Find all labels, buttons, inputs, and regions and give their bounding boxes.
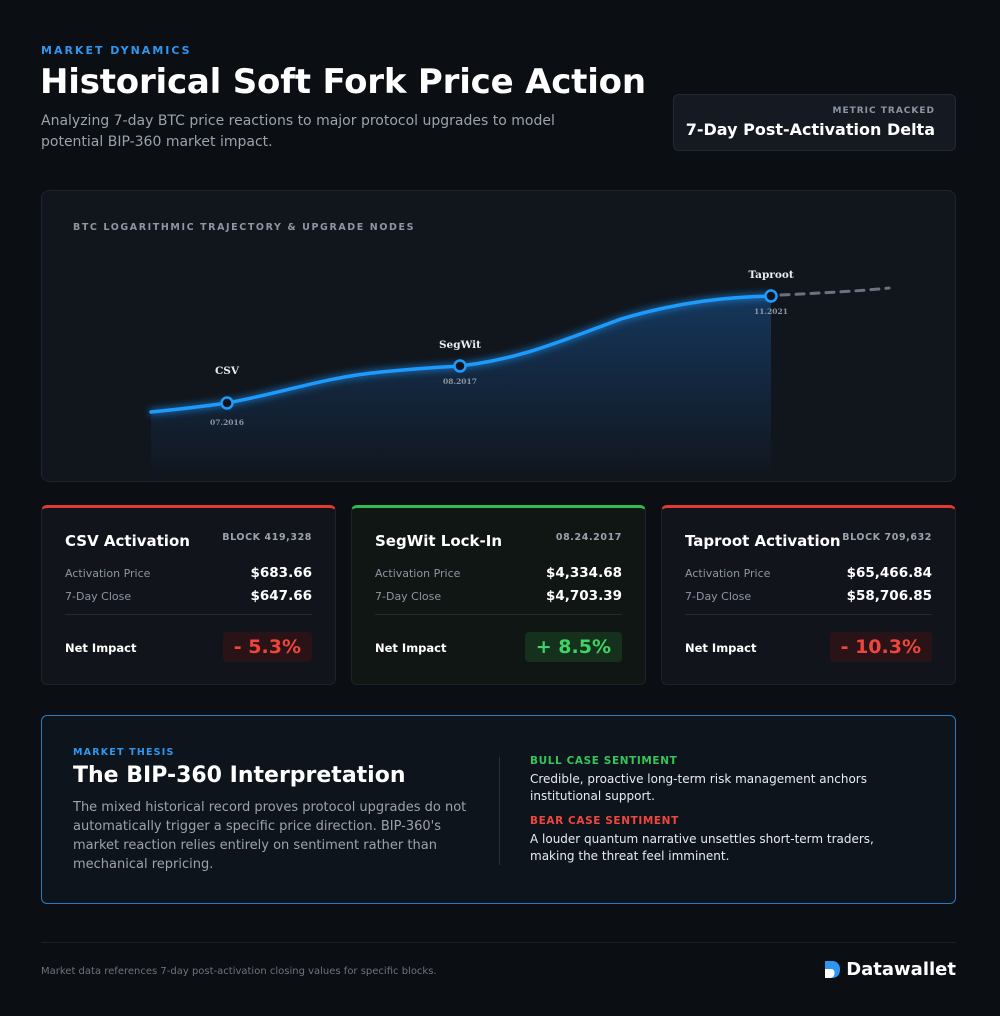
card-reference: BLOCK 709,632 <box>842 532 932 543</box>
bull-case-heading: BULL CASE SENTIMENT <box>530 755 678 767</box>
metric-value: 7-Day Post-Activation Delta <box>685 120 935 139</box>
eyebrow-label: MARKET DYNAMICS <box>41 44 192 57</box>
footer-divider <box>41 942 956 943</box>
card-taproot: Taproot Activation BLOCK 709,632 Activat… <box>661 505 956 685</box>
close-row: 7-Day Close $58,706.85 <box>685 588 932 604</box>
node-taproot-label: Taproot <box>748 269 793 281</box>
net-impact-badge: + 8.5% <box>524 632 622 662</box>
activation-label: Activation Price <box>685 567 771 580</box>
thesis-eyebrow: MARKET THESIS <box>73 747 175 758</box>
card-divider <box>65 614 312 615</box>
net-impact-badge: - 10.3% <box>829 632 932 662</box>
card-title: CSV Activation <box>65 532 190 550</box>
card-divider <box>375 614 622 615</box>
trajectory-area <box>151 296 771 481</box>
card-reference: BLOCK 419,328 <box>222 532 312 543</box>
close-price: $4,703.39 <box>545 588 622 604</box>
close-price: $647.66 <box>250 588 313 604</box>
card-title: Taproot Activation <box>685 532 841 550</box>
net-impact-badge: - 5.3% <box>222 632 312 662</box>
page-title: Historical Soft Fork Price Action <box>40 62 646 102</box>
close-row: 7-Day Close $647.66 <box>65 588 312 604</box>
activation-label: Activation Price <box>375 567 461 580</box>
close-row: 7-Day Close $4,703.39 <box>375 588 622 604</box>
net-impact-label: Net Impact <box>65 641 137 655</box>
card-csv: CSV Activation BLOCK 419,328 Activation … <box>41 505 336 685</box>
activation-row: Activation Price $65,466.84 <box>685 565 932 581</box>
activation-price: $4,334.68 <box>545 565 622 581</box>
trajectory-chart: CSV 07.2016 SegWit 08.2017 Taproot 11.20… <box>149 269 891 481</box>
card-title: SegWit Lock-In <box>375 532 503 550</box>
close-price: $58,706.85 <box>846 588 932 604</box>
node-taproot-date: 11.2021 <box>754 307 788 316</box>
node-csv-marker[interactable] <box>220 396 234 410</box>
card-segwit: SegWit Lock-In 08.24.2017 Activation Pri… <box>351 505 646 685</box>
close-label: 7-Day Close <box>685 590 752 603</box>
activation-row: Activation Price $4,334.68 <box>375 565 622 581</box>
thesis-title: The BIP-360 Interpretation <box>73 763 406 788</box>
market-thesis-panel: MARKET THESIS The BIP-360 Interpretation… <box>41 715 956 904</box>
node-taproot-marker[interactable] <box>764 289 778 303</box>
chart-title: BTC LOGARITHMIC TRAJECTORY & UPGRADE NOD… <box>73 222 416 233</box>
metric-tracked-box: METRIC TRACKED 7-Day Post-Activation Del… <box>673 94 956 151</box>
node-csv-date: 07.2016 <box>210 418 244 427</box>
close-label: 7-Day Close <box>375 590 442 603</box>
page-subtitle: Analyzing 7-day BTC price reactions to m… <box>41 113 555 150</box>
net-impact-label: Net Impact <box>685 641 757 655</box>
datawallet-logo-icon <box>825 961 841 978</box>
node-csv-label: CSV <box>215 365 240 377</box>
bull-case-text: Credible, proactive long-term risk manag… <box>530 772 867 803</box>
activation-price: $683.66 <box>250 565 313 581</box>
chart-panel: CSV 07.2016 SegWit 08.2017 Taproot 11.20… <box>41 190 956 482</box>
node-segwit-date: 08.2017 <box>443 377 477 386</box>
net-impact-label: Net Impact <box>375 641 447 655</box>
node-segwit-label: SegWit <box>439 339 481 351</box>
bear-case-heading: BEAR CASE SENTIMENT <box>530 815 679 827</box>
brand-logo[interactable]: Datawallet <box>824 959 956 980</box>
thesis-body: The mixed historical record proves proto… <box>73 800 467 872</box>
bear-case-text: A louder quantum narrative unsettles sho… <box>530 832 874 863</box>
metric-label: METRIC TRACKED <box>832 106 935 116</box>
thesis-divider <box>499 757 500 865</box>
card-divider <box>685 614 932 615</box>
card-reference: 08.24.2017 <box>555 532 622 543</box>
activation-row: Activation Price $683.66 <box>65 565 312 581</box>
node-segwit-marker[interactable] <box>453 359 467 373</box>
activation-label: Activation Price <box>65 567 151 580</box>
brand-name: Datawallet <box>846 959 956 980</box>
footnote: Market data references 7-day post-activa… <box>41 966 437 977</box>
projection-line <box>779 286 891 297</box>
activation-price: $65,466.84 <box>846 565 932 581</box>
close-label: 7-Day Close <box>65 590 132 603</box>
